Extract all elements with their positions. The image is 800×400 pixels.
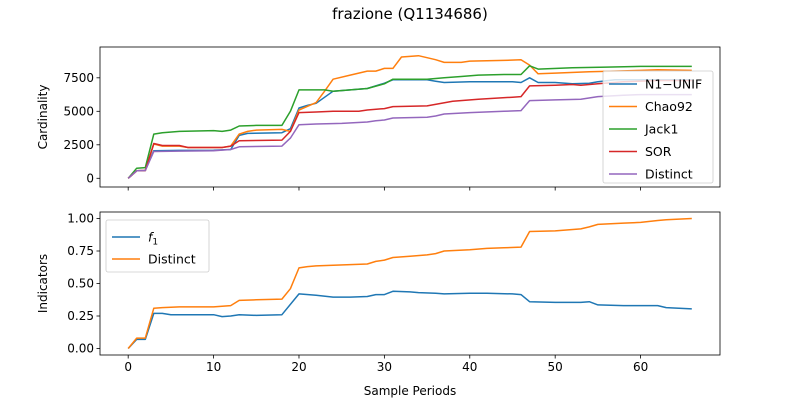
axes-frame-0	[99, 46, 721, 188]
y-axis-label-0: Cardinality	[36, 85, 50, 150]
x-tick-label-1-5: 50	[548, 360, 563, 374]
series-line-1-1	[127, 217, 692, 349]
legend-1: f1 Distinct	[105, 219, 210, 273]
legend-label-0-4: Distinct	[645, 167, 693, 182]
x-tick-label-1-2: 20	[291, 360, 306, 374]
indicators-panel: 0 10 20 30 40 50 60 0.00 0.25 0.50 0.75 1.00 Indicat…	[36, 212, 721, 398]
cardinality-panel: 0 2500 5000 7500 Cardinality N1−UNIF Chao92 Jac…	[36, 46, 721, 191]
legend-label-0-2: Jack1	[644, 122, 678, 137]
x-tick-label-1-0: 0	[124, 360, 132, 374]
series-line-0-4	[127, 93, 692, 179]
x-tick-label-1-4: 40	[462, 360, 477, 374]
y-tick-label-0-1: 2500	[63, 138, 94, 152]
y-tick-label-1-1: 0.25	[67, 309, 94, 323]
series-line-0-3	[127, 79, 692, 179]
legend-label-0-3: SOR	[645, 144, 672, 159]
y-tick-label-1-3: 0.75	[67, 244, 94, 258]
y-tick-label-1-2: 0.50	[67, 277, 94, 291]
figure-title: frazione (Q1134686)	[332, 5, 488, 23]
x-tick-label-1-6: 60	[633, 360, 648, 374]
legend-label-1-0: f1	[148, 230, 158, 248]
y-tick-label-1-0: 0.00	[67, 342, 94, 356]
x-tick-label-1-3: 30	[377, 360, 392, 374]
y-axis-label-1: Indicators	[36, 254, 50, 313]
y-tick-label-0-2: 5000	[63, 104, 94, 118]
y-tick-label-0-3: 7500	[63, 71, 94, 85]
y-tick-label-0-0: 0	[86, 171, 94, 185]
y-tick-label-1-4: 1.00	[67, 212, 94, 226]
legend-label-0-0: N1−UNIF	[645, 77, 702, 92]
legend-box-0	[602, 70, 714, 184]
legend-label-0-1: Chao92	[645, 99, 693, 114]
series-line-1-0	[127, 290, 692, 350]
x-axis-label-1: Sample Periods	[364, 384, 456, 398]
legend-0: N1−UNIF Chao92 Jack1 SOR Distinct	[602, 70, 714, 184]
x-tick-label-1-1: 10	[206, 360, 221, 374]
legend-label-1-1: Distinct	[148, 252, 196, 267]
series-line-0-2	[127, 65, 692, 179]
